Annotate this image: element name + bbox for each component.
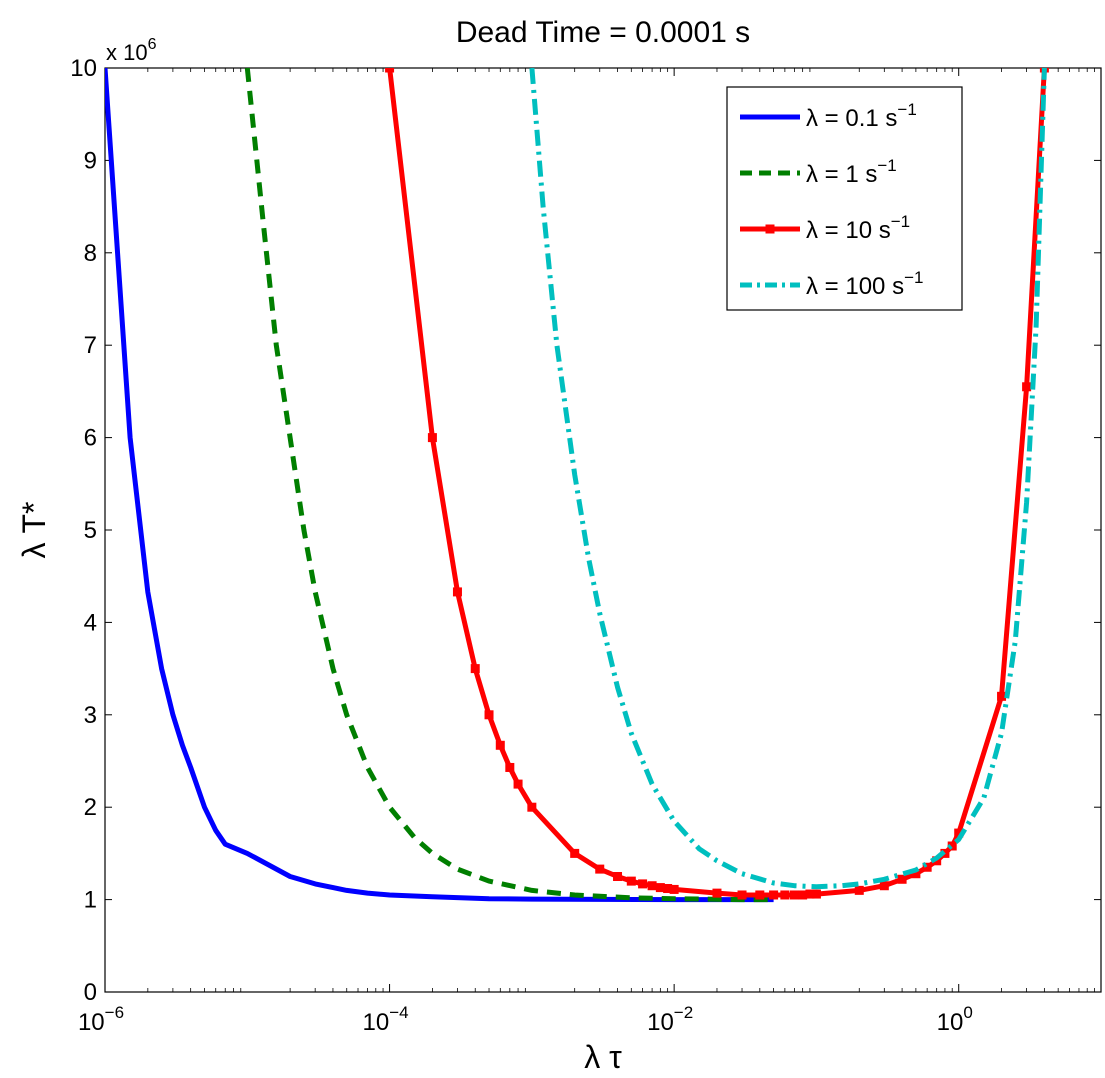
series-point-red xyxy=(570,848,580,858)
x-tick-label-exp-0: −6 xyxy=(105,1003,124,1022)
legend-label-red: λ = 10 s−1 xyxy=(806,212,910,244)
y-axis-multiplier-base: x 10 xyxy=(106,40,148,65)
legend-label-exp-green: −1 xyxy=(877,156,896,175)
series-point-red xyxy=(879,881,889,891)
series-point-red xyxy=(769,890,779,900)
series-point-red xyxy=(947,841,957,851)
series-point-red xyxy=(427,433,437,443)
series-point-red xyxy=(897,874,907,884)
legend-label-cyan: λ = 100 s−1 xyxy=(806,268,923,300)
x-tick-label-base-3: 10 xyxy=(937,1009,964,1036)
legend-label-green: λ = 1 s−1 xyxy=(806,156,897,188)
x-axis: 10−6 10−4 10−2 100 xyxy=(78,68,1095,1036)
x-tick-label-0: 10−6 xyxy=(78,1003,124,1036)
legend-label-exp-cyan: −1 xyxy=(904,268,923,287)
legend-label-text-cyan: λ = 100 s xyxy=(806,273,904,300)
x-tick-label-base-2: 10 xyxy=(647,1009,674,1036)
series-point-red xyxy=(470,664,480,674)
series-point-red xyxy=(495,740,505,750)
series-point-red xyxy=(484,710,494,720)
series-point-red xyxy=(505,762,515,772)
y-axis: 0 1 2 3 4 5 6 7 8 9 10 xyxy=(70,55,1101,1006)
x-tick-label-base-0: 10 xyxy=(78,1009,105,1036)
series-point-red xyxy=(655,883,665,893)
legend-label-exp-red: −1 xyxy=(891,212,910,231)
series-point-red xyxy=(626,876,636,886)
y-axis-multiplier-exp: 6 xyxy=(148,36,157,53)
x-tick-label-exp-1: −4 xyxy=(389,1003,408,1022)
series-point-red xyxy=(911,869,921,879)
y-tick-label-2: 2 xyxy=(84,794,97,821)
x-tick-label-2: 10−2 xyxy=(647,1003,693,1036)
y-tick-label-5: 5 xyxy=(84,517,97,544)
series-line-blue xyxy=(105,68,774,903)
series-point-red xyxy=(811,889,821,899)
series-point-red xyxy=(663,884,673,894)
y-tick-label-3: 3 xyxy=(84,702,97,729)
plot-lines xyxy=(105,68,1049,903)
series-point-red xyxy=(669,884,679,894)
series-point-red xyxy=(647,881,657,891)
series-point-red xyxy=(385,68,395,73)
x-tick-label-exp-2: −2 xyxy=(674,1003,693,1022)
y-axis-multiplier: x 106 xyxy=(106,36,157,65)
y-axis-label: λ T* xyxy=(16,502,52,559)
x-axis-label: λ τ xyxy=(584,1039,622,1075)
series-point-red xyxy=(1022,382,1032,392)
series-point-red xyxy=(737,890,747,900)
y-tick-label-10: 10 xyxy=(70,55,97,82)
y-tick-label-8: 8 xyxy=(84,240,97,267)
x-tick-label-exp-3: 0 xyxy=(963,1003,972,1022)
series-line-green xyxy=(244,68,774,903)
series-point-red xyxy=(712,888,722,898)
legend-box xyxy=(726,86,963,311)
series-point-red xyxy=(595,864,605,874)
series-point-red xyxy=(798,890,808,900)
y-tick-label-9: 9 xyxy=(84,147,97,174)
legend-label-text-green: λ = 1 s xyxy=(806,161,877,188)
series-point-red xyxy=(513,779,523,789)
series-point-red xyxy=(997,691,1007,701)
series-point-red xyxy=(613,872,623,881)
y-tick-label-7: 7 xyxy=(84,332,97,359)
series-point-red xyxy=(854,885,864,895)
series-point-red xyxy=(755,890,765,900)
legend-label-text-blue: λ = 0.1 s xyxy=(806,105,897,132)
x-tick-label-base-1: 10 xyxy=(363,1009,390,1036)
x-tick-label-1: 10−4 xyxy=(363,1003,409,1036)
series-point-red xyxy=(954,828,964,838)
legend-label-blue: λ = 0.1 s−1 xyxy=(806,100,917,132)
y-tick-label-4: 4 xyxy=(84,609,97,636)
series-point-red xyxy=(452,587,462,597)
y-tick-label-1: 1 xyxy=(84,887,97,914)
legend: λ = 0.1 s−1λ = 1 s−1λ = 10 s−1λ = 100 s−… xyxy=(726,86,963,311)
legend-marker-red xyxy=(765,224,775,234)
series-point-red xyxy=(527,802,537,812)
legend-label-exp-blue: −1 xyxy=(897,100,916,119)
y-tick-label-6: 6 xyxy=(84,425,97,452)
series-point-red xyxy=(780,890,790,900)
legend-label-text-red: λ = 10 s xyxy=(806,217,891,244)
chart-title: Dead Time = 0.0001 s xyxy=(456,16,750,49)
series-line-cyan xyxy=(529,68,1047,890)
x-tick-label-3: 100 xyxy=(937,1003,973,1036)
series-point-red xyxy=(789,890,799,900)
y-tick-label-0: 0 xyxy=(84,979,97,1006)
series-point-red xyxy=(638,879,648,889)
series-point-red xyxy=(805,889,815,899)
series-point-red xyxy=(922,862,932,872)
